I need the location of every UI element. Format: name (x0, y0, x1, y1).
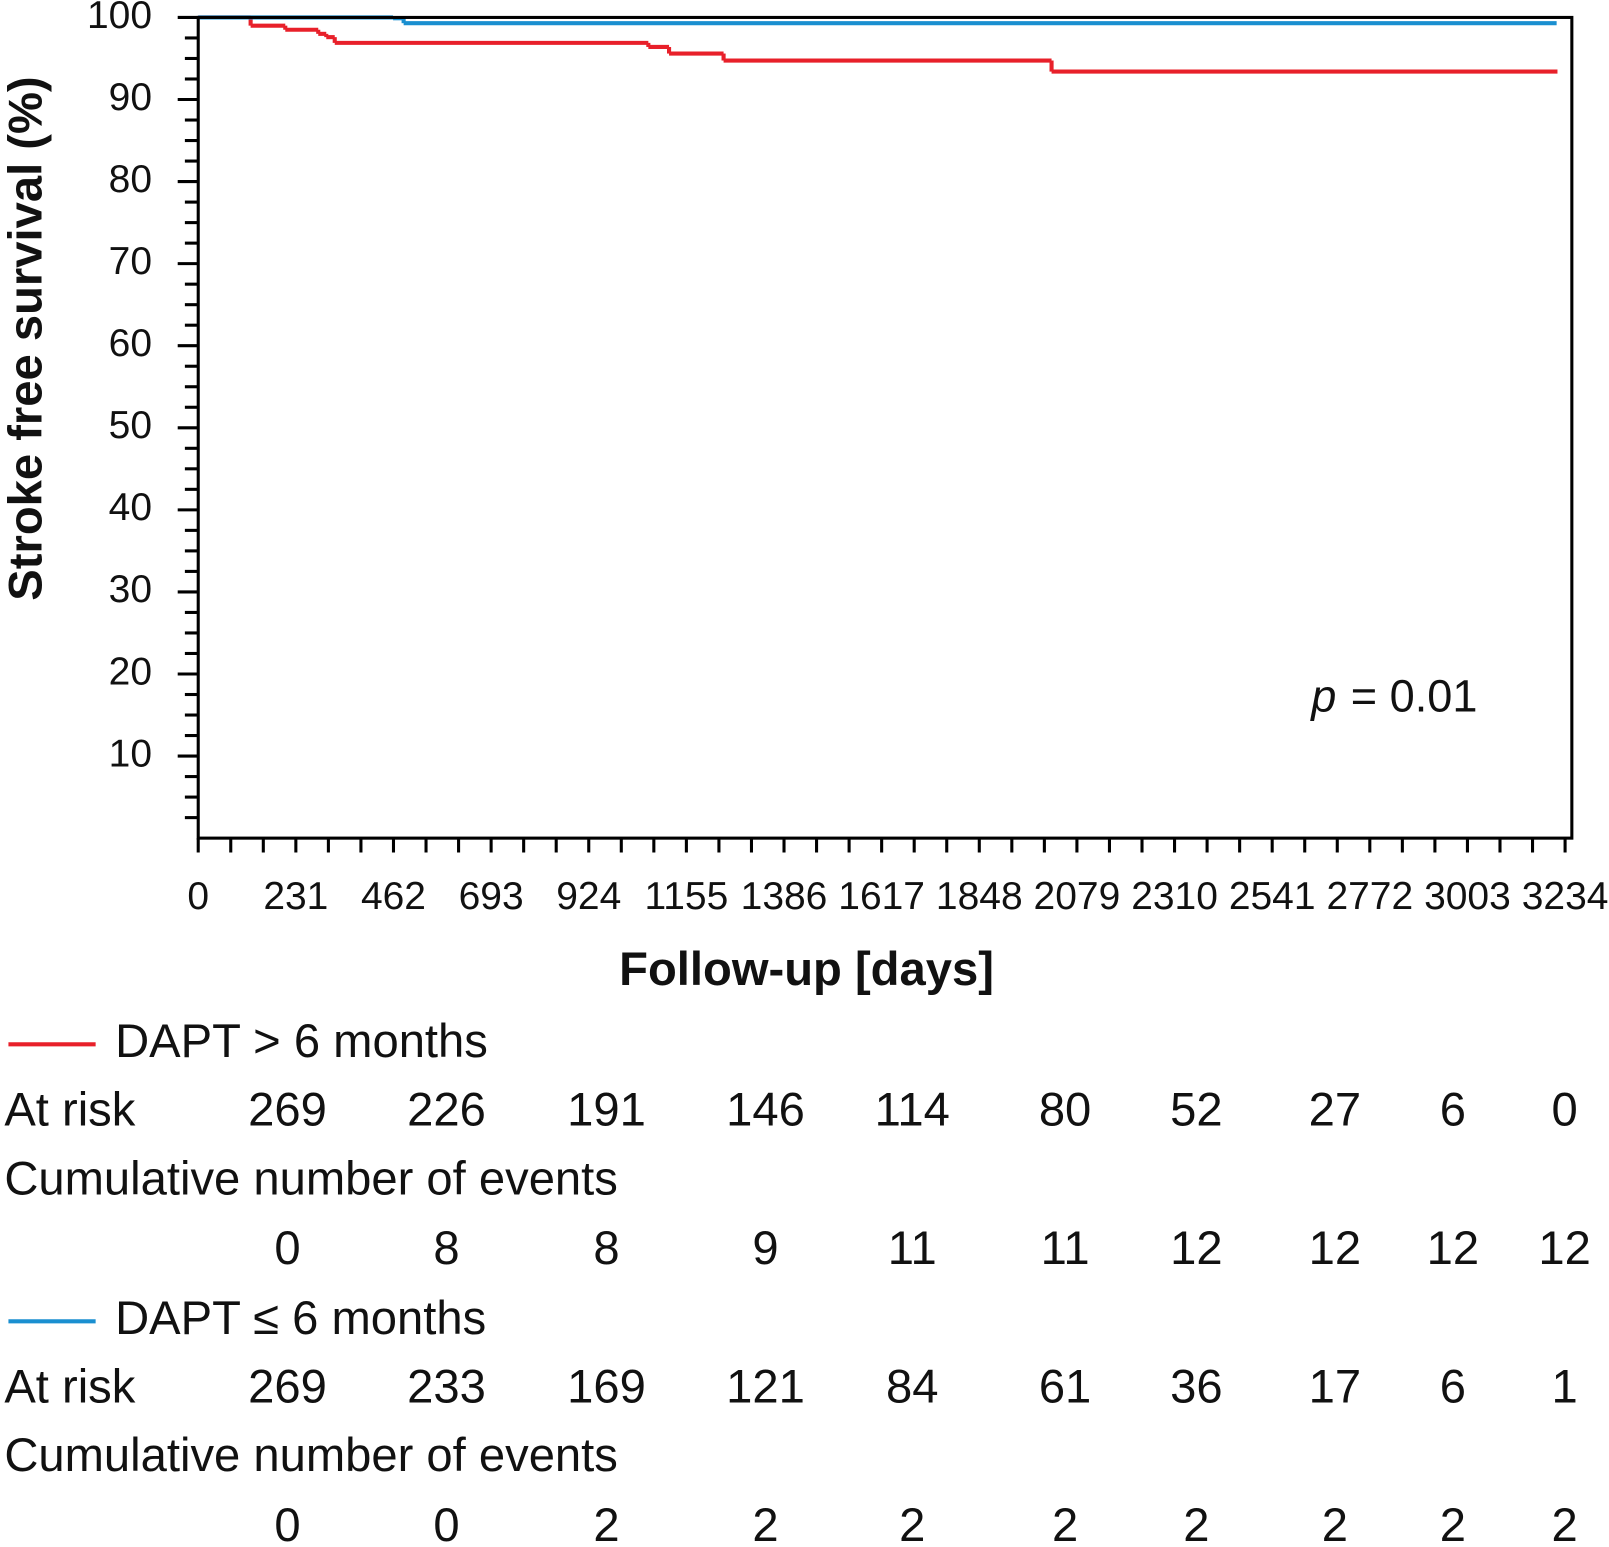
events-value: 12 (1427, 1221, 1479, 1274)
at-risk-value: 191 (567, 1083, 646, 1136)
x-tick-label: 2541 (1229, 875, 1316, 918)
at-risk-value: 36 (1170, 1360, 1222, 1413)
x-tick-label: 1155 (644, 875, 728, 918)
at-risk-value: 27 (1309, 1083, 1361, 1136)
at-risk-value: 80 (1039, 1083, 1091, 1136)
events-value: 2 (593, 1498, 619, 1547)
events-value: 0 (274, 1221, 300, 1274)
row-label: At risk (4, 1360, 135, 1413)
at-risk-value: 233 (407, 1360, 486, 1413)
events-value: 2 (1052, 1498, 1078, 1547)
events-value: 12 (1538, 1221, 1590, 1274)
x-tick-label: 3234 (1522, 875, 1609, 918)
x-tick-label: 924 (556, 875, 621, 918)
y-tick-label: 40 (109, 486, 152, 529)
events-value: 2 (1183, 1498, 1209, 1547)
events-value: 9 (752, 1221, 778, 1274)
y-tick-label: 50 (109, 404, 152, 447)
x-tick-label: 231 (263, 875, 328, 918)
x-tick-label: 462 (361, 875, 426, 918)
at-risk-value: 269 (248, 1083, 327, 1136)
at-risk-value: 146 (726, 1083, 805, 1136)
x-tick-label: 2079 (1034, 875, 1121, 918)
p-text: = 0.01 (1351, 671, 1478, 722)
p-value: p = 0.01 (1309, 671, 1477, 722)
events-value: 8 (433, 1221, 459, 1274)
at-risk-value: 6 (1440, 1360, 1466, 1413)
at-risk-value: 269 (248, 1360, 327, 1413)
at-risk-value: 121 (726, 1360, 805, 1413)
y-tick-label: 60 (109, 322, 152, 365)
y-tick-label: 10 (109, 732, 152, 775)
at-risk-value: 0 (1552, 1083, 1578, 1136)
legend-label: DAPT > 6 months (115, 1014, 488, 1067)
at-risk-value: 84 (886, 1360, 938, 1413)
events-value: 12 (1170, 1221, 1222, 1274)
at-risk-value: 6 (1440, 1083, 1466, 1136)
x-tick-label: 0 (187, 875, 209, 918)
plot-frame (196, 15, 1574, 840)
events-value: 0 (274, 1498, 300, 1547)
p-symbol: p (1309, 671, 1336, 722)
events-value: 8 (593, 1221, 619, 1274)
row-label: Cumulative number of events (4, 1151, 618, 1204)
events-value: 11 (1041, 1221, 1090, 1274)
events-value: 2 (899, 1498, 925, 1547)
x-tick-label: 1848 (936, 875, 1023, 918)
y-tick-label: 70 (109, 240, 152, 283)
y-tick-label: 90 (109, 76, 152, 119)
at-risk-value: 169 (567, 1360, 646, 1413)
events-value: 2 (1552, 1498, 1578, 1547)
row-label: At risk (4, 1083, 135, 1136)
row-label: Cumulative number of events (4, 1428, 618, 1481)
events-value: 0 (433, 1498, 459, 1547)
events-value: 11 (888, 1221, 937, 1274)
x-axis-label: Follow-up [days] (619, 942, 994, 995)
at-risk-value: 52 (1170, 1083, 1222, 1136)
at-risk-value: 17 (1309, 1360, 1361, 1413)
at-risk-value: 226 (407, 1083, 486, 1136)
legend-label: DAPT ≤ 6 months (115, 1291, 486, 1344)
x-tick-label: 3003 (1424, 875, 1511, 918)
at-risk-value: 1 (1552, 1360, 1578, 1413)
x-tick-label: 2310 (1131, 875, 1218, 918)
x-tick-label: 1617 (838, 875, 925, 918)
y-tick-label: 30 (109, 568, 152, 611)
events-value: 2 (1440, 1498, 1466, 1547)
y-tick-label: 20 (109, 650, 152, 693)
events-value: 2 (752, 1498, 778, 1547)
events-value: 2 (1322, 1498, 1348, 1547)
y-tick-label: 80 (109, 158, 152, 201)
at-risk-value: 61 (1039, 1360, 1091, 1413)
at-risk-value: 114 (875, 1083, 950, 1136)
events-value: 12 (1309, 1221, 1361, 1274)
x-tick-label: 693 (459, 875, 524, 918)
x-tick-label: 2772 (1326, 875, 1413, 918)
y-axis-label: Stroke free survival (%) (0, 76, 51, 600)
x-tick-label: 1386 (741, 875, 828, 918)
y-tick-label: 100 (87, 0, 152, 37)
